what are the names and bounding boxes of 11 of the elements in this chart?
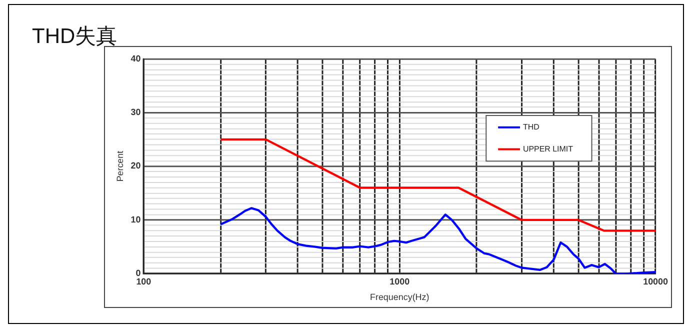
y-tick-label: 40: [130, 53, 141, 64]
x-tick-label: 10000: [643, 276, 668, 286]
x-axis-title: Frequency(Hz): [370, 292, 430, 302]
y-axis-title: Percent: [114, 150, 125, 182]
y-tick-label: 0: [136, 268, 141, 278]
y-tick-label: 20: [130, 160, 141, 171]
y-tick-label: 10: [130, 214, 141, 224]
x-tick-label: 1000: [390, 276, 410, 286]
y-tick-label: 30: [130, 107, 141, 118]
chart-title: THD失真: [32, 24, 118, 50]
x-tick-label: 100: [136, 276, 152, 286]
